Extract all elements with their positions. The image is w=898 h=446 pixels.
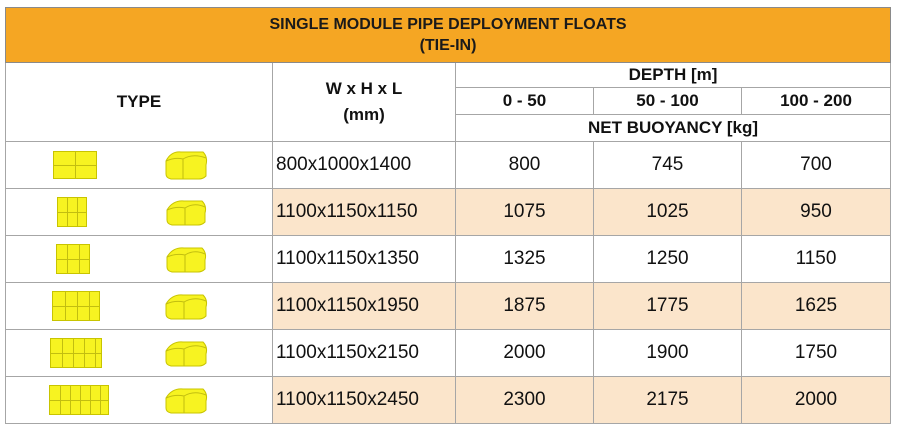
buoyancy-50-100: 1250	[593, 235, 742, 283]
float-front-view-icon	[49, 385, 109, 415]
buoyancy-50-100: 1025	[593, 188, 742, 236]
float-front-view-icon	[52, 291, 100, 321]
dimensions-header-line-1: W x H x L	[325, 79, 403, 98]
buoyancy-100-200: 700	[740, 141, 892, 189]
title-line-1: SINGLE MODULE PIPE DEPLOYMENT FLOATS	[269, 16, 627, 33]
buoyancy-50-100: 2175	[593, 376, 742, 424]
buoyancy-50-100: 745	[593, 141, 742, 189]
buoyancy-0-50: 1075	[455, 188, 594, 236]
type-images	[5, 188, 273, 236]
title-line-2: (TIE-IN)	[419, 37, 477, 54]
dimensions-cell: 1100x1150x1350	[272, 235, 456, 283]
dimensions-cell: 800x1000x1400	[272, 141, 456, 189]
buoyancy-50-100: 1775	[593, 282, 742, 330]
buoyancy-50-100: 1900	[593, 329, 742, 377]
dimensions-header-line-2: (mm)	[343, 105, 385, 124]
buoyancy-100-200: 2000	[740, 376, 892, 424]
float-3d-view-icon	[165, 341, 208, 367]
buoyancy-100-200: 950	[740, 188, 892, 236]
net-buoyancy-header: NET BUOYANCY [kg]	[454, 114, 892, 142]
float-front-view-icon	[57, 197, 87, 227]
buoyancy-100-200: 1150	[740, 235, 892, 283]
float-3d-view-icon	[165, 388, 208, 414]
table-row: 1100x1150x1950 1875 1775 1625	[5, 282, 892, 330]
table-row: 1100x1150x2450 2300 2175 2000	[5, 376, 892, 424]
dimensions-cell: 1100x1150x1950	[272, 282, 456, 330]
float-front-view-icon	[56, 244, 90, 274]
table-row: 1100x1150x1150 1075 1025 950	[5, 188, 892, 236]
dimensions-cell: 1100x1150x1150	[272, 188, 456, 236]
depth-header: DEPTH [m]	[454, 62, 892, 88]
buoyancy-0-50: 1875	[455, 282, 594, 330]
depth-range-0-50: 0 - 50	[455, 87, 594, 115]
depth-range-50-100: 50 - 100	[593, 87, 742, 115]
type-images	[5, 282, 273, 330]
float-3d-view-icon	[166, 200, 207, 226]
dimensions-cell: 1100x1150x2150	[272, 329, 456, 377]
float-3d-view-icon	[165, 151, 208, 180]
buoyancy-table-frame: SINGLE MODULE PIPE DEPLOYMENT FLOATS (TI…	[4, 7, 892, 439]
dimensions-header: W x H x L (mm)	[272, 62, 456, 142]
buoyancy-0-50: 800	[455, 141, 594, 189]
float-3d-view-icon	[165, 294, 208, 320]
table-title: SINGLE MODULE PIPE DEPLOYMENT FLOATS (TI…	[4, 7, 892, 63]
pipe-floats-table: SINGLE MODULE PIPE DEPLOYMENT FLOATS (TI…	[4, 7, 892, 424]
buoyancy-100-200: 1625	[740, 282, 892, 330]
buoyancy-0-50: 2000	[455, 329, 594, 377]
type-images	[5, 329, 273, 377]
type-images	[5, 376, 273, 424]
type-header: TYPE	[5, 62, 273, 142]
float-3d-view-icon	[166, 247, 207, 273]
type-images	[5, 235, 273, 283]
type-images	[5, 141, 273, 189]
float-front-view-icon	[50, 338, 102, 368]
table-row: 1100x1150x2150 2000 1900 1750	[5, 329, 892, 377]
buoyancy-0-50: 1325	[455, 235, 594, 283]
table-row: 800x1000x1400 800 745 700	[5, 141, 892, 189]
dimensions-cell: 1100x1150x2450	[272, 376, 456, 424]
buoyancy-0-50: 2300	[455, 376, 594, 424]
buoyancy-100-200: 1750	[740, 329, 892, 377]
depth-range-100-200: 100 - 200	[740, 87, 892, 115]
float-front-view-icon	[53, 151, 97, 179]
table-row: 1100x1150x1350 1325 1250 1150	[5, 235, 892, 283]
